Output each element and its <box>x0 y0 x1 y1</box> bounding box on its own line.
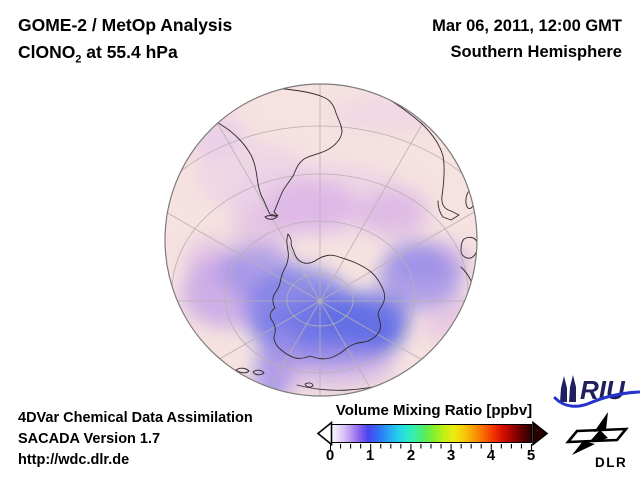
dlr-logo-text: DLR <box>595 455 627 470</box>
logo-block: RIU DLR <box>553 375 640 470</box>
riu-wave-icon <box>553 390 640 408</box>
dlr-band-outline <box>565 427 629 444</box>
south-america-outline <box>181 87 343 217</box>
island-outline-1 <box>235 367 250 374</box>
url-text: http://wdc.dlr.de <box>18 452 130 468</box>
species-pressure-line: ClONO2 at 55.4 hPa <box>18 42 178 66</box>
africa-outline <box>370 88 460 221</box>
datetime-label: Mar 06, 2011, 12:00 GMT <box>432 17 622 35</box>
globe-map <box>164 83 478 397</box>
colorbar-gradient <box>329 423 532 443</box>
dlr-wing-upper <box>594 412 608 432</box>
australia-outline <box>460 236 477 259</box>
colorbar-tick-label-5: 5 <box>526 447 536 464</box>
colorbar-tick-label-4: 4 <box>486 447 496 464</box>
island-outline-2 <box>252 369 265 376</box>
credits-block: 4DVar Chemical Data Assimilation SACADA … <box>18 408 253 471</box>
dlr-wing-lower <box>572 441 595 455</box>
dlr-center-diamond <box>591 430 608 441</box>
colorbar-title: Volume Mixing Ratio [ppbv] <box>335 402 533 419</box>
hemisphere-label: Southern Hemisphere <box>450 43 622 61</box>
globe-edge <box>164 83 478 397</box>
antarctica-outline <box>269 233 386 360</box>
island-outline-3 <box>304 382 314 388</box>
riu-logo-text: RIU <box>580 375 626 405</box>
riu-logo: RIU <box>553 375 640 408</box>
tierra-del-fuego-outline <box>264 215 278 220</box>
tasman-coast <box>460 266 472 282</box>
credit-line-2: SACADA Version 1.7 <box>18 431 161 447</box>
species-subscript: 2 <box>75 53 82 66</box>
header-left: GOME-2 / MetOp Analysis ClONO2 at 55.4 h… <box>18 12 232 66</box>
colorbar-tick-label-2: 2 <box>406 447 416 464</box>
colorbar-tick-label-3: 3 <box>446 447 456 464</box>
colorbar-right-arrow <box>532 420 549 447</box>
colorbar-tick-label-1: 1 <box>365 447 375 464</box>
cathedral-icon <box>560 375 576 402</box>
page-title: GOME-2 / MetOp Analysis <box>18 15 233 35</box>
dlr-logo: DLR <box>565 412 629 470</box>
colorbar-tick-label-0: 0 <box>325 447 335 464</box>
header-right: Mar 06, 2011, 12:00 GMT Southern Hemisph… <box>432 13 622 65</box>
credit-line-1: 4DVar Chemical Data Assimilation <box>18 410 253 426</box>
